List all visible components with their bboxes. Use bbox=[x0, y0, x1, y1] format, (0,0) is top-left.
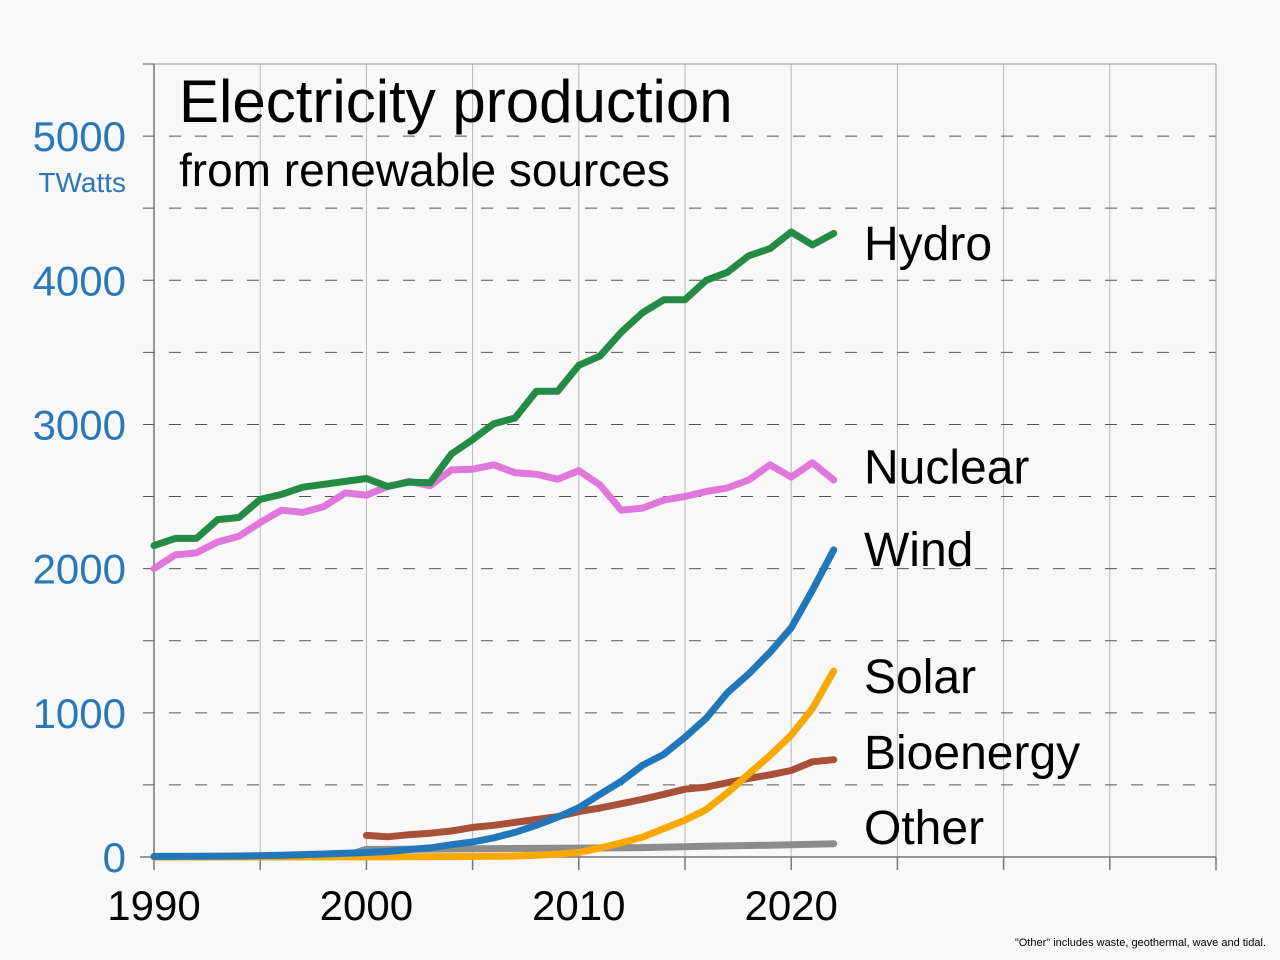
series-line-wind bbox=[150, 546, 838, 860]
series-line-bioenergy bbox=[362, 756, 838, 841]
y-tick-label: 2000 bbox=[33, 546, 126, 593]
x-tick-label: 2010 bbox=[532, 882, 625, 929]
series-line-nuclear bbox=[150, 459, 838, 573]
y-tick-label: 5000 bbox=[33, 113, 126, 160]
y-tick-label: 0 bbox=[103, 834, 126, 881]
tick-labels: 1990 2000 2010 2020 0 1000 2000 3000 4000 5000 bbox=[33, 113, 838, 929]
y-axis-unit-label: TWatts bbox=[38, 167, 126, 198]
series-label-wind: Wind bbox=[864, 524, 973, 577]
series-label-other: Other bbox=[864, 802, 984, 855]
x-tick-label: 1990 bbox=[107, 882, 200, 929]
inline-series-labels: Hydro Nuclear Wind Solar Bioenergy Other bbox=[864, 218, 1080, 855]
series-lines bbox=[150, 228, 838, 861]
series-line-hydro bbox=[150, 228, 838, 550]
series-label-bioenergy: Bioenergy bbox=[864, 727, 1080, 780]
chart-footnote: "Other" includes waste, geothermal, wave… bbox=[1015, 937, 1266, 949]
series-line-solar bbox=[150, 667, 838, 861]
chart-subtitle: from renewable sources bbox=[179, 144, 670, 196]
y-tick-label: 1000 bbox=[33, 690, 126, 737]
chart-title: Electricity production bbox=[179, 68, 733, 135]
series-label-nuclear: Nuclear bbox=[864, 442, 1029, 495]
series-label-hydro: Hydro bbox=[864, 218, 992, 271]
x-tick-label: 2000 bbox=[320, 882, 413, 929]
y-tick-label: 3000 bbox=[33, 401, 126, 448]
y-tick-label: 4000 bbox=[33, 257, 126, 304]
series-label-solar: Solar bbox=[864, 651, 976, 704]
x-tick-label: 2020 bbox=[744, 882, 837, 929]
